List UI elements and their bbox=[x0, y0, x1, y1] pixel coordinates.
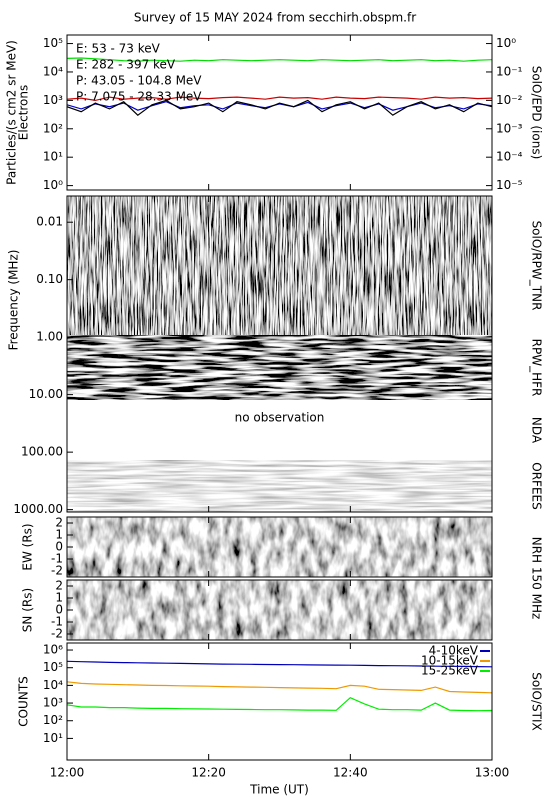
y-tick-label: -1 bbox=[51, 615, 63, 629]
y-tick-label: 1.00 bbox=[36, 330, 63, 344]
instrument-label: ORFEES bbox=[530, 462, 544, 509]
series-line bbox=[67, 101, 492, 111]
y-tick-label: 10⁻⁵ bbox=[496, 178, 523, 192]
series-line bbox=[67, 96, 492, 102]
y-tick-label: 1000.00 bbox=[13, 502, 63, 516]
instrument-label: RPW_HFR bbox=[530, 339, 544, 397]
y-tick-label: 1 bbox=[55, 528, 63, 542]
spectrogram-image bbox=[67, 460, 492, 512]
y-tick-label: 2 bbox=[55, 516, 63, 530]
heatmap-image bbox=[67, 517, 492, 577]
y-tick-label: 100.00 bbox=[21, 445, 63, 459]
y-tick-label: 10⁻³ bbox=[496, 121, 523, 135]
y-tick-label: -2 bbox=[51, 627, 63, 641]
spectrogram-image bbox=[67, 335, 492, 400]
y-tick-label: 10⁴ bbox=[43, 64, 63, 78]
y-tick-label: 10.00 bbox=[29, 387, 63, 401]
y-tick-label: 10⁰ bbox=[43, 178, 63, 192]
axis-label: Electrons bbox=[17, 85, 31, 140]
y-tick-label: 0 bbox=[55, 540, 63, 554]
y-tick-label: 10³ bbox=[43, 93, 63, 107]
axis-label: Particles/(s cm2 sr MeV) bbox=[5, 40, 19, 185]
axis-label: SolO/STIX bbox=[530, 672, 544, 731]
axis-label: NRH 150 MHz bbox=[530, 537, 544, 620]
axis-label: SolO/EPD (ions) bbox=[530, 66, 544, 160]
axis-label: Frequency (MHz) bbox=[7, 250, 21, 351]
series-line bbox=[67, 660, 492, 668]
axis-label: EW (Rs) bbox=[21, 523, 35, 570]
legend-label: E: 282 - 397 keV bbox=[76, 58, 176, 72]
legend-label: 15-25keV bbox=[421, 664, 479, 678]
panel-frame bbox=[66, 642, 493, 761]
y-tick-label: 10⁻⁴ bbox=[496, 150, 523, 164]
y-tick-label: 10² bbox=[43, 121, 63, 135]
axis-label: COUNTS bbox=[17, 676, 31, 727]
x-tick-label: 13:00 bbox=[475, 766, 510, 780]
y-tick-label: 1 bbox=[55, 591, 63, 605]
y-tick-label: 0.01 bbox=[36, 215, 63, 229]
series-line bbox=[67, 696, 492, 712]
series-line bbox=[67, 99, 492, 116]
instrument-label: NDA bbox=[530, 417, 544, 444]
legend-label: P: 7.075 - 28.33 MeV bbox=[76, 90, 202, 104]
y-tick-label: 10⁵ bbox=[43, 660, 63, 674]
y-tick-label: 10⁻¹ bbox=[496, 64, 523, 78]
instrument-label: SolO/RPW_TNR bbox=[530, 221, 544, 311]
y-tick-label: -1 bbox=[51, 552, 63, 566]
y-tick-label: 0.10 bbox=[36, 272, 63, 286]
y-tick-label: 10⁰ bbox=[496, 36, 516, 50]
series-line bbox=[67, 681, 492, 694]
panel-frame bbox=[66, 195, 493, 513]
y-tick-label: 2 bbox=[55, 579, 63, 593]
y-tick-label: 10¹ bbox=[43, 731, 63, 745]
legend-label: 4-10keV bbox=[429, 644, 479, 658]
y-tick-label: -2 bbox=[51, 564, 63, 578]
heatmap-image bbox=[67, 580, 492, 640]
y-tick-label: 10⁵ bbox=[43, 36, 63, 50]
x-tick-label: 12:20 bbox=[191, 766, 226, 780]
annotation: no observation bbox=[235, 411, 325, 425]
y-tick-label: 10¹ bbox=[43, 150, 63, 164]
x-tick-label: 12:40 bbox=[333, 766, 368, 780]
legend-label: P: 43.05 - 104.8 MeV bbox=[76, 74, 202, 88]
legend-label: 10-15keV bbox=[421, 654, 479, 668]
axis-label: SN (Rs) bbox=[21, 588, 35, 632]
spectrogram-image bbox=[67, 196, 492, 335]
y-tick-label: 10⁶ bbox=[43, 643, 63, 657]
legend-label: E: 53 - 73 keV bbox=[76, 42, 161, 56]
x-tick-label: 12:00 bbox=[50, 766, 85, 780]
y-tick-label: 10⁻² bbox=[496, 93, 523, 107]
series-line bbox=[67, 57, 492, 62]
y-tick-label: 0 bbox=[55, 603, 63, 617]
y-tick-label: 10³ bbox=[43, 696, 63, 710]
chart-title: Survey of 15 MAY 2024 from secchirh.obsp… bbox=[134, 11, 416, 25]
y-tick-label: 10² bbox=[43, 713, 63, 727]
panel-frame bbox=[66, 34, 493, 191]
x-axis-label: Time (UT) bbox=[249, 783, 309, 797]
y-tick-label: 10⁴ bbox=[43, 678, 63, 692]
